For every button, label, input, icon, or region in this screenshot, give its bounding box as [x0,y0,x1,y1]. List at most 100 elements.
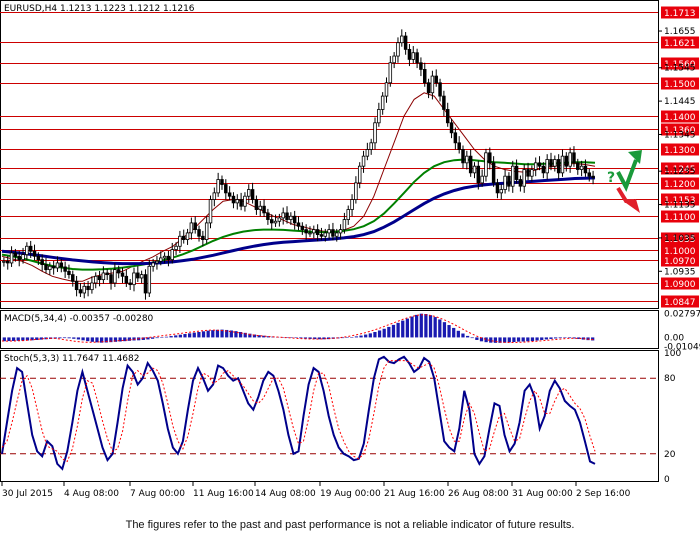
candle-body-145 [556,159,561,174]
macd-bar-117 [544,337,548,340]
arrow-up-icon [616,159,638,192]
macd-bar-8 [39,337,44,340]
candle-body-116 [445,109,450,124]
macd-bar-55 [257,335,261,338]
macd-indicator: 0.02797 0.00-0.01049 [1,310,700,352]
candle-body-2 [9,252,14,264]
candle-body-139 [533,162,538,170]
macd-bar-68 [317,337,321,340]
candle-body-74 [285,212,289,220]
macd-bar-103 [479,337,484,342]
macd-tick-label-2: -0.01049 [664,342,700,352]
macd-bar-76 [354,336,359,338]
candle-body-117 [449,122,454,134]
macd-bar-63 [294,337,298,338]
candle-body-46 [178,235,182,247]
macd-bar-107 [498,337,502,343]
time-tick-label-5: 19 Aug 00:00 [320,489,381,499]
macd-bar-44 [206,330,210,338]
macd-bar-79 [368,333,372,338]
candle-body-6 [25,245,29,256]
level-label-bg-6 [661,143,699,156]
candle-body-17 [67,270,71,276]
candle-body-10 [40,259,44,266]
candle-body-143 [549,159,553,167]
macd-tick-label-0: 0.02797 [664,310,700,320]
macd-bar-49 [229,330,233,338]
candle-body-84 [323,232,328,237]
level-label-6: 1.1300 [664,146,696,156]
candle-body-129 [495,182,500,194]
macd-bar-1 [7,337,11,342]
candle-body-36 [139,274,144,279]
candle-body-141 [541,165,546,174]
macd-bar-15 [72,337,76,339]
time-tick-label-1: 4 Aug 08:00 [64,489,119,499]
macd-bar-109 [507,337,511,343]
macd-bar-87 [405,318,409,338]
level-label-13: 1.0970 [664,257,696,267]
candle-body-144 [553,159,557,167]
macd-bar-12 [58,337,62,339]
candle-body-45 [174,245,178,251]
disclaimer-text: The figures refer to the past and past p… [125,519,575,531]
candle-body-149 [572,152,576,164]
candle-body-51 [197,229,201,237]
candle-body-65 [250,189,255,200]
macd-bar-32 [150,337,155,339]
candle-body-123 [472,165,477,174]
candle-body-77 [296,222,301,227]
candle-body-47 [181,235,186,240]
macd-bar-73 [340,337,345,339]
macd-bar-100 [465,335,470,338]
candle-body-80 [308,232,312,235]
price-tick-label-6: 1.1035 [664,234,696,244]
candle-body-140 [537,162,542,167]
macd-bar-21 [99,337,104,343]
candle-body-43 [166,255,171,261]
macd-bar-6 [30,337,34,341]
macd-bar-18 [86,337,90,342]
level-label-bg-15 [661,295,699,308]
ma_mid-line [1,158,596,271]
macd-bar-16 [76,337,81,340]
level-label-0: 1.1713 [664,9,696,19]
stoch-tick-label-3: 0 [664,475,670,485]
candle-body-135 [518,179,523,187]
macd-bar-104 [484,337,488,343]
macd-bar-108 [503,337,507,343]
arrow-up-head-icon [628,150,642,164]
candle-body-55 [212,192,217,200]
macd-bar-37 [174,335,178,338]
candle-body-27 [105,272,109,276]
macd-bar-26 [123,337,127,342]
macd-bar-95 [442,322,447,338]
candle-body-31 [120,272,125,277]
macd-bar-67 [313,337,317,340]
candle-body-4 [17,255,21,261]
macd-bar-54 [252,334,257,338]
candle-body-85 [327,229,331,234]
candle-body-59 [227,192,232,197]
macd-bar-80 [373,331,377,338]
candle-body-87 [335,232,339,237]
macd-bar-119 [553,337,558,339]
candle-body-16 [63,266,67,272]
candle-body-66 [254,199,259,210]
price-levels: 1.17131.16211.15601.15001.14001.13601.13… [0,6,699,308]
candle-body-133 [511,165,515,187]
macd-bar-39 [183,334,187,338]
macd-bar-88 [410,316,414,338]
level-label-bg-0 [661,6,699,19]
macd-bar-56 [262,335,266,338]
level-label-15: 1.0847 [664,298,696,308]
macd-tick-label-1: 0.00 [664,333,684,343]
candle-body-146 [560,155,565,174]
macd-bar-91 [424,314,428,338]
candle-body-37 [143,274,148,294]
candle-body-112 [430,75,435,94]
arrow-down-head-icon [626,199,640,213]
macd-bar-17 [81,337,85,341]
macd-bar-20 [95,337,99,343]
